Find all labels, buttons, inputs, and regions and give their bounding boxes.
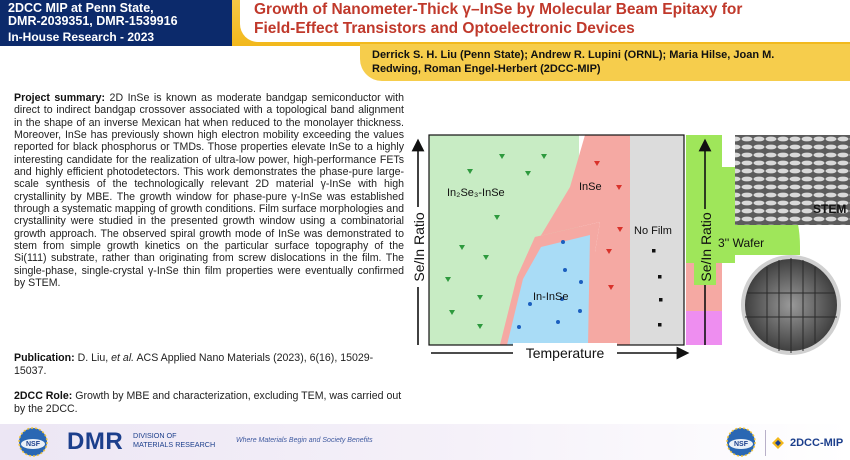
publication-authors: D. Liu,	[77, 352, 109, 364]
nsf-logo-right-icon: NSF	[726, 427, 756, 457]
nsf-logo-left-icon: NSF	[18, 427, 48, 457]
label-in2se3-inse: In₂Se₃-InSe	[447, 187, 505, 199]
division-line1: DIVISION OF	[133, 431, 177, 440]
header-left-panel: 2DCC MIP at Penn State, DMR-2039351, DMR…	[0, 0, 232, 46]
publication-etal: et al.	[111, 352, 135, 364]
slide-title-line1: Growth of Nanometer-Thick γ–InSe by Mole…	[254, 1, 743, 18]
region-no-film	[630, 135, 684, 345]
authors-band	[360, 44, 850, 81]
markers-blue	[517, 240, 583, 329]
header-award-numbers: DMR-2039351, DMR-1539916	[8, 14, 178, 28]
slide-title-line2: Field-Effect Transistors and Optoelectro…	[254, 20, 635, 37]
label-inse: InSe	[579, 181, 602, 193]
nsf-logo-left-text: NSF	[26, 441, 41, 448]
mip-logo-text: 2DCC-MIP	[790, 437, 844, 449]
label-no-film: No Film	[634, 225, 672, 237]
publication-label: Publication:	[14, 352, 75, 364]
markers-red	[594, 161, 623, 290]
stem-label: STEM	[813, 202, 846, 216]
wafer-gradient-magenta	[686, 311, 722, 345]
y-axis-label-bg	[408, 207, 428, 287]
growth-window-svg: In₂Se₃-InSe InSe In-InSe No Film Se/In R…	[408, 134, 850, 363]
dmr-logo: DMR	[67, 428, 124, 455]
wafer-gradient-green	[686, 135, 722, 177]
markers-green	[445, 154, 547, 329]
authors-line2: Redwing, Roman Engel-Herbert (2DCC-MIP)	[372, 63, 601, 75]
project-summary-text: 2D InSe is known as moderate bandgap sem…	[14, 92, 404, 290]
markers-black	[652, 249, 663, 327]
growth-window-figure: In₂Se₃-InSe InSe In-InSe No Film Se/In R…	[405, 127, 850, 367]
label-in-inse: In-InSe	[533, 291, 568, 303]
header-title-panel	[240, 0, 850, 42]
wafer-y-label-bg	[694, 209, 716, 285]
x-axis-label: Temperature	[526, 345, 605, 361]
x-axis-label-bg	[513, 343, 617, 363]
region-inse	[500, 135, 630, 345]
footer-divider	[765, 430, 766, 456]
authors-line1: Derrick S. H. Liu (Penn State); Andrew R…	[372, 49, 775, 61]
stem-image	[735, 135, 850, 225]
division-line2: MATERIALS RESEARCH	[133, 440, 216, 449]
nsf-logo-right-text: NSF	[734, 441, 749, 448]
role-label: 2DCC Role:	[14, 390, 73, 402]
header-category: In-House Research - 2023	[8, 30, 155, 44]
wafer-label: 3'' Wafer	[718, 236, 764, 250]
project-summary-label: Project summary:	[14, 92, 106, 104]
role-statement: 2DCC Role: Growth by MBE and characteriz…	[14, 390, 404, 415]
y-axis-label: Se/In Ratio	[411, 212, 427, 281]
project-summary: Project summary: 2D InSe is known as mod…	[14, 92, 404, 290]
region-in-inse	[507, 235, 590, 345]
publication: Publication: D. Liu, et al. ACS Applied …	[14, 352, 404, 377]
mip-logo-icon	[772, 437, 784, 449]
role-text: Growth by MBE and characterization, excl…	[14, 390, 402, 415]
wafer-dicing-grid	[745, 258, 837, 353]
publication-reference: ACS Applied Nano Materials (2023), 6(16)…	[14, 352, 374, 377]
header-program: 2DCC MIP at Penn State,	[8, 1, 154, 15]
footer-bar	[0, 424, 850, 460]
footer-tagline: Where Materials Begin and Society Benefi…	[236, 437, 373, 444]
wafer-y-axis-label: Se/In Ratio	[698, 212, 714, 281]
